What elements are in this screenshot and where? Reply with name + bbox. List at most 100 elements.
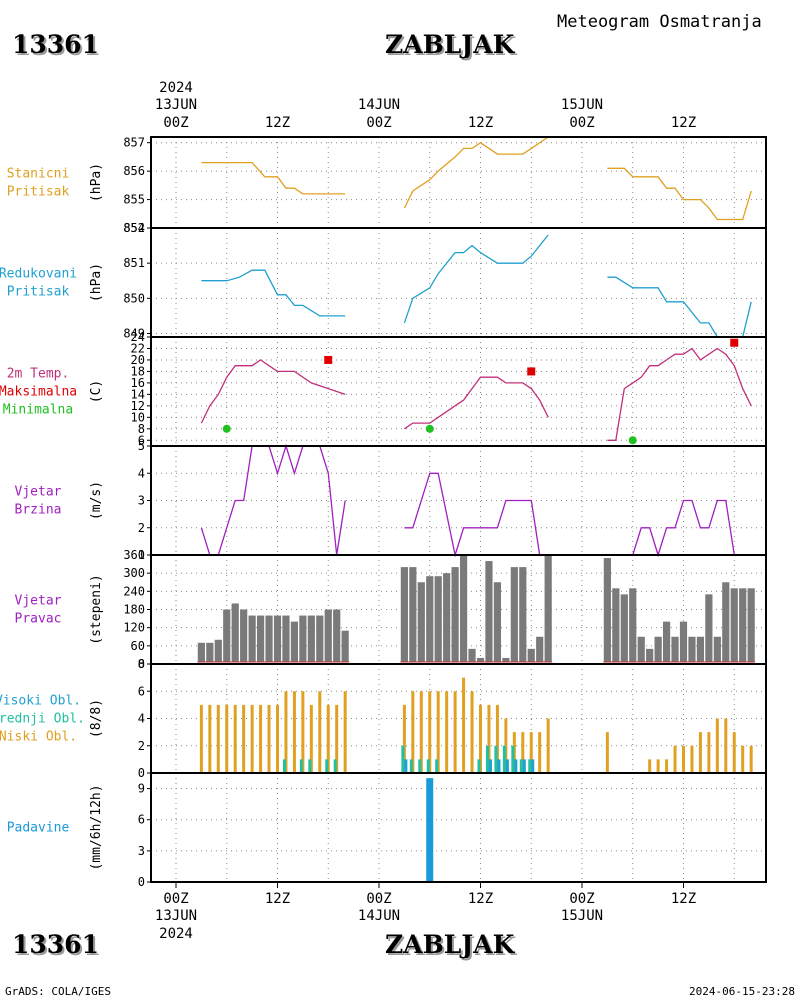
meteogram-title: Meteogram Osmatranja [557,12,762,32]
top-hour-label: 12Z [468,115,493,131]
cloud-bar-niski-obl- [326,704,330,773]
cloud-bar-niski-obl- [479,704,482,773]
wind-direction-bar [282,615,290,662]
wind-direction-label-line: Pravac [15,612,62,627]
wind-direction-bar [324,609,332,662]
cloud-bar-niski-obl- [605,732,609,773]
footer-station-name: ZABLJAK [385,930,515,959]
cloud-bar-srednji-obl- [308,759,312,773]
temperature-ytick-label: 10 [131,410,145,424]
cloud-cover-label-line: Srednji Obl. [0,712,85,727]
cloud-bar-niski-obl- [208,704,212,773]
wind-direction-bar [510,567,518,662]
wind-direction-bar [400,567,408,662]
wind-direction-bar [713,636,721,662]
cloud-bar-niski-obl- [259,704,263,773]
cloud-bar-niski-obl- [698,732,702,773]
wind-direction-bar [485,561,493,662]
cloud-cover-label-line: Visoki Obl. [0,694,81,709]
station-pressure-ytick-label: 855 [123,193,145,207]
bottom-hour-label: 00Z [569,891,594,907]
temperature-series-line [404,376,549,430]
wind-direction-bar [197,642,205,662]
precipitation-ytick-label: 0 [138,875,145,889]
wind-direction-ytick-label: 0 [138,657,145,671]
wind-direction-bar [409,567,417,662]
wind-direction-bar [290,621,299,662]
temperature-series-line [607,347,752,441]
wind-direction-bar [231,603,239,662]
cloud-bar-srednji-obl- [426,759,430,773]
cloud-bar-srednji-obl- [418,759,422,773]
cloud-bar-niski-obl- [673,745,677,773]
cloud-bar-srednji-obl- [299,759,303,773]
tmax-marker [730,338,739,347]
wind-direction-ytick-label: 120 [123,621,145,635]
cloud-bar-niski-obl- [648,759,652,773]
top-year-label: 2024 [159,80,193,96]
reduced-pressure-ytick-label: 852 [123,221,145,235]
wind-direction-bar [248,615,256,662]
cloud-bar-niski-obl- [267,704,271,773]
precipitation-ytick-label: 9 [138,782,145,796]
credit-label: GrADS: COLA/IGES [5,985,111,998]
cloud-bar-visoki-obl- [497,759,501,773]
wind-direction-bar [696,636,705,662]
temperature-panel-frame [150,336,767,447]
wind-direction-bar [417,582,425,662]
cloud-bar-srednji-obl- [477,759,481,773]
bottom-date-label: 15JUN [561,908,603,924]
cloud-bar-niski-obl- [233,704,237,773]
wind-speed-series-line [607,499,752,558]
timestamp-label: 2024-06-15-23:28 [689,985,795,998]
bottom-date-label: 13JUN [155,908,197,924]
cloud-bar-srednji-obl- [511,745,515,773]
wind-direction-bar [662,621,671,662]
wind-speed-label-line: Vjetar [15,485,62,500]
wind-direction-bar [265,615,273,662]
bottom-hour-label: 12Z [265,891,290,907]
cloud-bar-srednji-obl- [282,759,286,773]
precipitation-ylabel: (mm/6h/12h) [89,784,104,870]
station-pressure-series-line [201,161,346,195]
precipitation-ytick-label: 6 [138,813,145,827]
cloud-bar-niski-obl- [276,704,279,773]
wind-direction-bar [341,630,349,662]
temperature-ytick-label: 24 [131,330,145,344]
wind-direction-bar [620,594,628,662]
cloud-bar-srednji-obl- [409,759,413,773]
wind-speed-series-line [200,443,346,556]
top-hour-label: 12Z [671,115,696,131]
temperature-ytick-label: 18 [131,364,145,378]
cloud-bar-srednji-obl- [485,745,489,773]
wind-direction-bar [434,576,442,662]
bottom-date-label: 14JUN [358,908,400,924]
wind-direction-bar [730,588,738,662]
reduced-pressure-ytick-label: 851 [123,256,145,270]
cloud-cover-ytick-label: 8 [138,657,145,671]
wind-speed-ylabel: (m/s) [89,481,104,520]
station-pressure-series-line [403,136,549,209]
temperature-label-line: Minimalna [3,403,73,418]
wind-speed-ytick-label: 2 [138,521,145,535]
cloud-bar-visoki-obl- [531,759,535,773]
precipitation-label-line: Padavine [7,821,70,836]
cloud-bar-srednji-obl- [401,745,405,773]
cloud-bar-niski-obl- [521,732,525,773]
cloud-cover-ytick-label: 6 [138,684,145,698]
wind-direction-bar [443,573,451,662]
wind-direction-bar [671,636,679,662]
cloud-bar-niski-obl- [250,704,254,773]
wind-direction-ytick-label: 360 [123,548,145,562]
wind-direction-bar [468,648,476,662]
wind-direction-bar [214,639,222,662]
wind-direction-bar [502,657,510,662]
temperature-ytick-label: 8 [138,422,145,436]
wind-direction-bar [679,621,688,662]
wind-speed-label-line: Brzina [15,503,62,518]
cloud-bar-srednji-obl- [519,759,523,773]
cloud-bar-niski-obl- [343,691,347,773]
cloud-bar-niski-obl- [411,691,415,773]
wind-direction-bar [206,642,214,662]
wind-direction-bar [722,582,730,662]
